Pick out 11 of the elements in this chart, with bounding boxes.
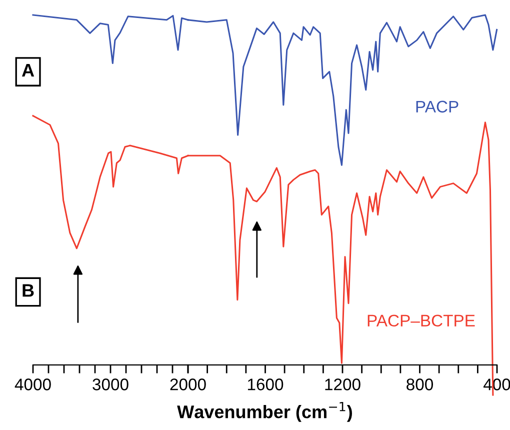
x-tick-label: 1200 xyxy=(325,378,360,390)
x-axis-title: Wavenumber (cm$^{−1}$) xyxy=(177,402,352,422)
annotation: B xyxy=(22,284,34,297)
text: PACP xyxy=(416,100,458,113)
x-tick-label: 3000 xyxy=(92,378,128,390)
x-tick-label: 4000 xyxy=(14,378,51,390)
x-tick-label: 2000 xyxy=(170,378,206,390)
series-label: PACP–BCTPE xyxy=(368,314,475,327)
x-tick-label: 800 xyxy=(406,378,434,390)
annotation: A xyxy=(22,64,34,76)
x-tick-label: 1600 xyxy=(248,378,284,390)
